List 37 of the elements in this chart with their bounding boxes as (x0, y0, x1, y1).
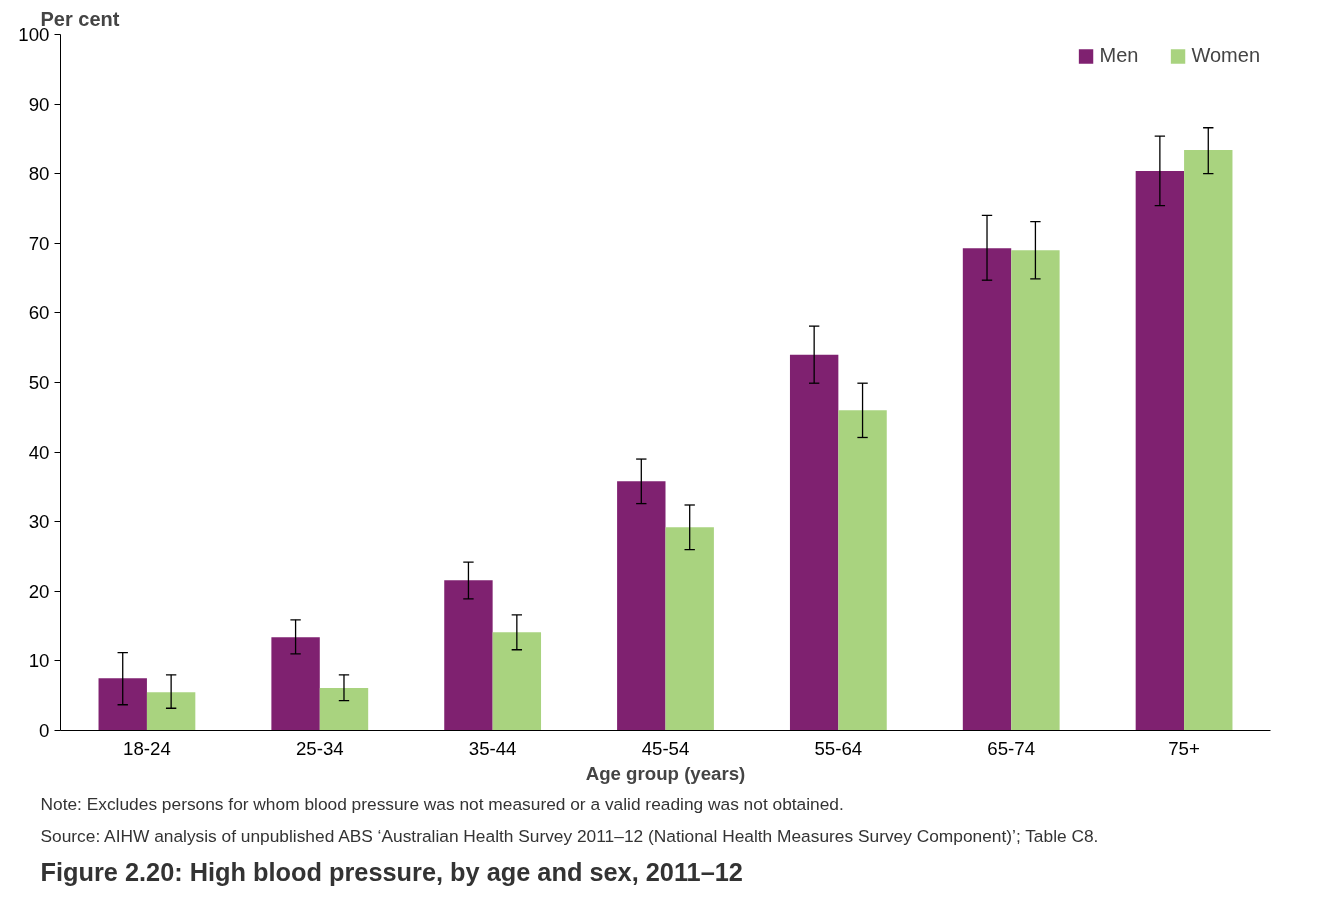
bar (492, 632, 542, 731)
bar (1135, 170, 1185, 731)
bar (617, 481, 666, 731)
bar (1011, 250, 1060, 731)
text: Note: Excludes persons for whom blood pressure was not measured or a valid reading was not obtained. (40, 793, 844, 814)
bar (98, 678, 147, 731)
x-tick-label: 18-24 (123, 737, 171, 759)
y-tick-label: 20 (28, 580, 50, 602)
legend-label: Men (1099, 44, 1139, 67)
y-tick-label: 90 (28, 93, 50, 115)
legend-label: Women (1191, 44, 1260, 67)
y-tick-label: 40 (28, 441, 50, 463)
x-tick-label: 75+ (1168, 737, 1200, 759)
bar (1184, 150, 1233, 731)
x-tick-label: 35-44 (468, 737, 517, 759)
bar (665, 527, 714, 731)
bar (271, 637, 320, 731)
x-tick-label: 55-64 (814, 737, 863, 759)
text: Figure 2.20: High blood pressure, by age and sex, 2011–12 (40, 857, 743, 886)
y-tick-label: 70 (28, 232, 50, 254)
source-note: Source: AIHW analysis of unpublished ABS ‘Australian Health Survey 2011–12 (National Health Measures Survey Component)’; Table C8. (40, 825, 1099, 846)
x-tick-label: 25-34 (295, 737, 344, 759)
y-tick-label: 50 (28, 372, 50, 393)
y-tick-label: 80 (28, 163, 50, 185)
bar (146, 692, 196, 731)
y-tick-label: 10 (28, 650, 50, 672)
bar (319, 688, 369, 731)
y-tick-label: 0 (39, 720, 50, 741)
x-tick-label: 65-74 (987, 737, 1036, 759)
x-tick-label: 45-54 (641, 737, 690, 759)
y-tick-label: 30 (28, 511, 50, 533)
bar (838, 410, 887, 731)
x-axis-title: Age group (years) (585, 762, 746, 784)
bar (444, 580, 493, 731)
bar (962, 248, 1012, 731)
bar (789, 354, 839, 731)
y-tick-label: 60 (28, 302, 50, 324)
